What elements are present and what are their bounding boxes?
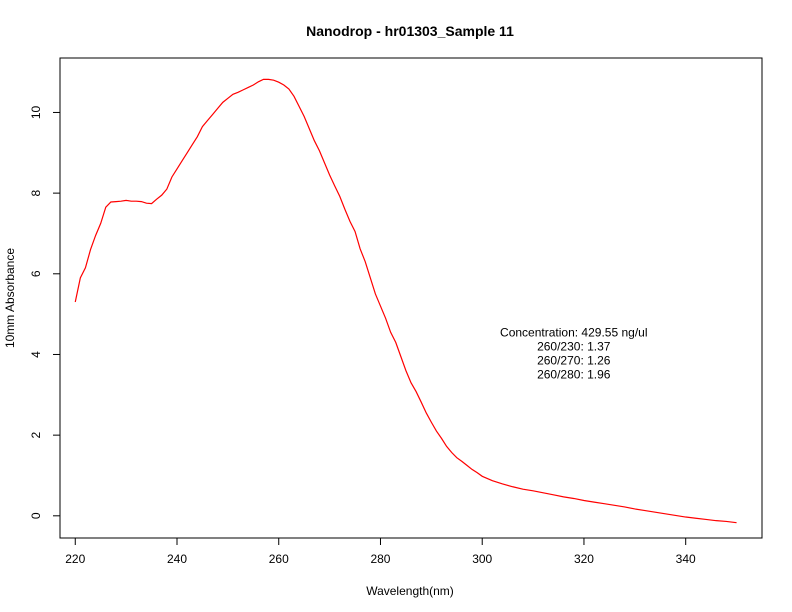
- y-tick-label-0: 0: [29, 512, 43, 519]
- y-tick-label-8: 8: [29, 189, 43, 196]
- ratio-260-270-annotation: 260/270: 1.26: [537, 354, 611, 368]
- x-tick-label-320: 320: [574, 552, 594, 566]
- x-tick-label-300: 300: [472, 552, 492, 566]
- x-tick-label-220: 220: [65, 552, 85, 566]
- x-axis: 220 240 260 280 300 320 340: [65, 537, 696, 566]
- x-axis-label: Wavelength(nm): [366, 584, 454, 598]
- y-tick-label-6: 6: [29, 270, 43, 277]
- y-tick-label-4: 4: [29, 351, 43, 358]
- y-axis-label: 10mm Absorbance: [3, 248, 17, 348]
- annotation-block: Concentration: 429.55 ng/ul 260/230: 1.3…: [500, 325, 647, 381]
- x-tick-label-240: 240: [167, 552, 187, 566]
- x-tick-label-280: 280: [370, 552, 390, 566]
- chart-title: Nanodrop - hr01303_Sample 11: [306, 23, 514, 39]
- x-tick-label-260: 260: [269, 552, 289, 566]
- y-tick-label-10: 10: [29, 105, 43, 119]
- x-tick-label-340: 340: [676, 552, 696, 566]
- y-axis: 0 2 4 6 8 10: [29, 105, 61, 519]
- y-tick-label-2: 2: [29, 431, 43, 438]
- concentration-annotation: Concentration: 429.55 ng/ul: [500, 325, 647, 339]
- ratio-260-230-annotation: 260/230: 1.37: [537, 339, 611, 353]
- ratio-260-280-annotation: 260/280: 1.96: [537, 368, 611, 382]
- absorbance-series-line: [74, 78, 737, 524]
